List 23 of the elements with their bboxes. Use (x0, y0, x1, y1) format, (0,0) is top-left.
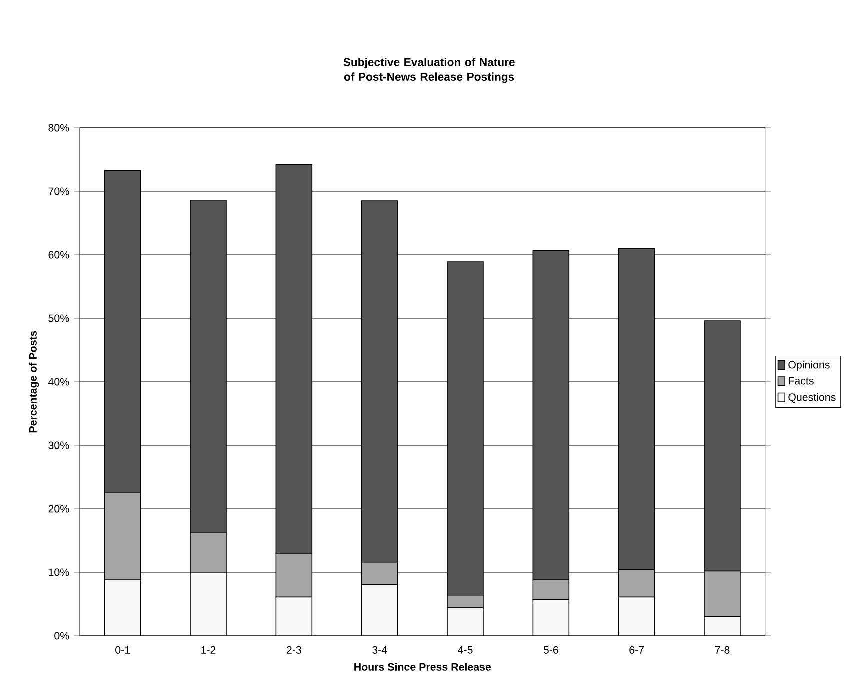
y-tick-label: 50% (48, 314, 70, 322)
y-tick-label: 60% (48, 251, 70, 259)
x-tick-label: 0-1 (116, 646, 130, 654)
y-tick-label: 70% (48, 188, 70, 196)
x-tick-label: 7-8 (715, 646, 730, 654)
legend-label: Opinions (788, 360, 830, 371)
x-axis-title: Hours Since Press Release (354, 662, 492, 671)
x-tick-label: 5-6 (544, 646, 558, 654)
y-tick-label: 40% (48, 378, 70, 386)
y-tick-label: 80% (48, 124, 70, 132)
y-tick-label: 10% (49, 568, 70, 576)
x-tick-label: 1-2 (202, 646, 216, 654)
y-tick-label: 0% (54, 632, 70, 640)
y-tick-label: 30% (48, 442, 70, 450)
x-tick-label: 4-5 (458, 646, 473, 654)
x-tick-label: 6-7 (630, 646, 644, 654)
legend-label: Facts (789, 377, 814, 385)
y-tick-label: 20% (48, 505, 70, 513)
x-tick-label: 2-3 (287, 646, 302, 654)
y-axis-title: Percentage of Posts (29, 331, 40, 432)
x-tick-label: 3-4 (372, 646, 388, 654)
legend-label: Questions (788, 393, 836, 403)
chart-title: Subjective Evaluation of Nature of Post-News Release Postings (344, 58, 515, 84)
